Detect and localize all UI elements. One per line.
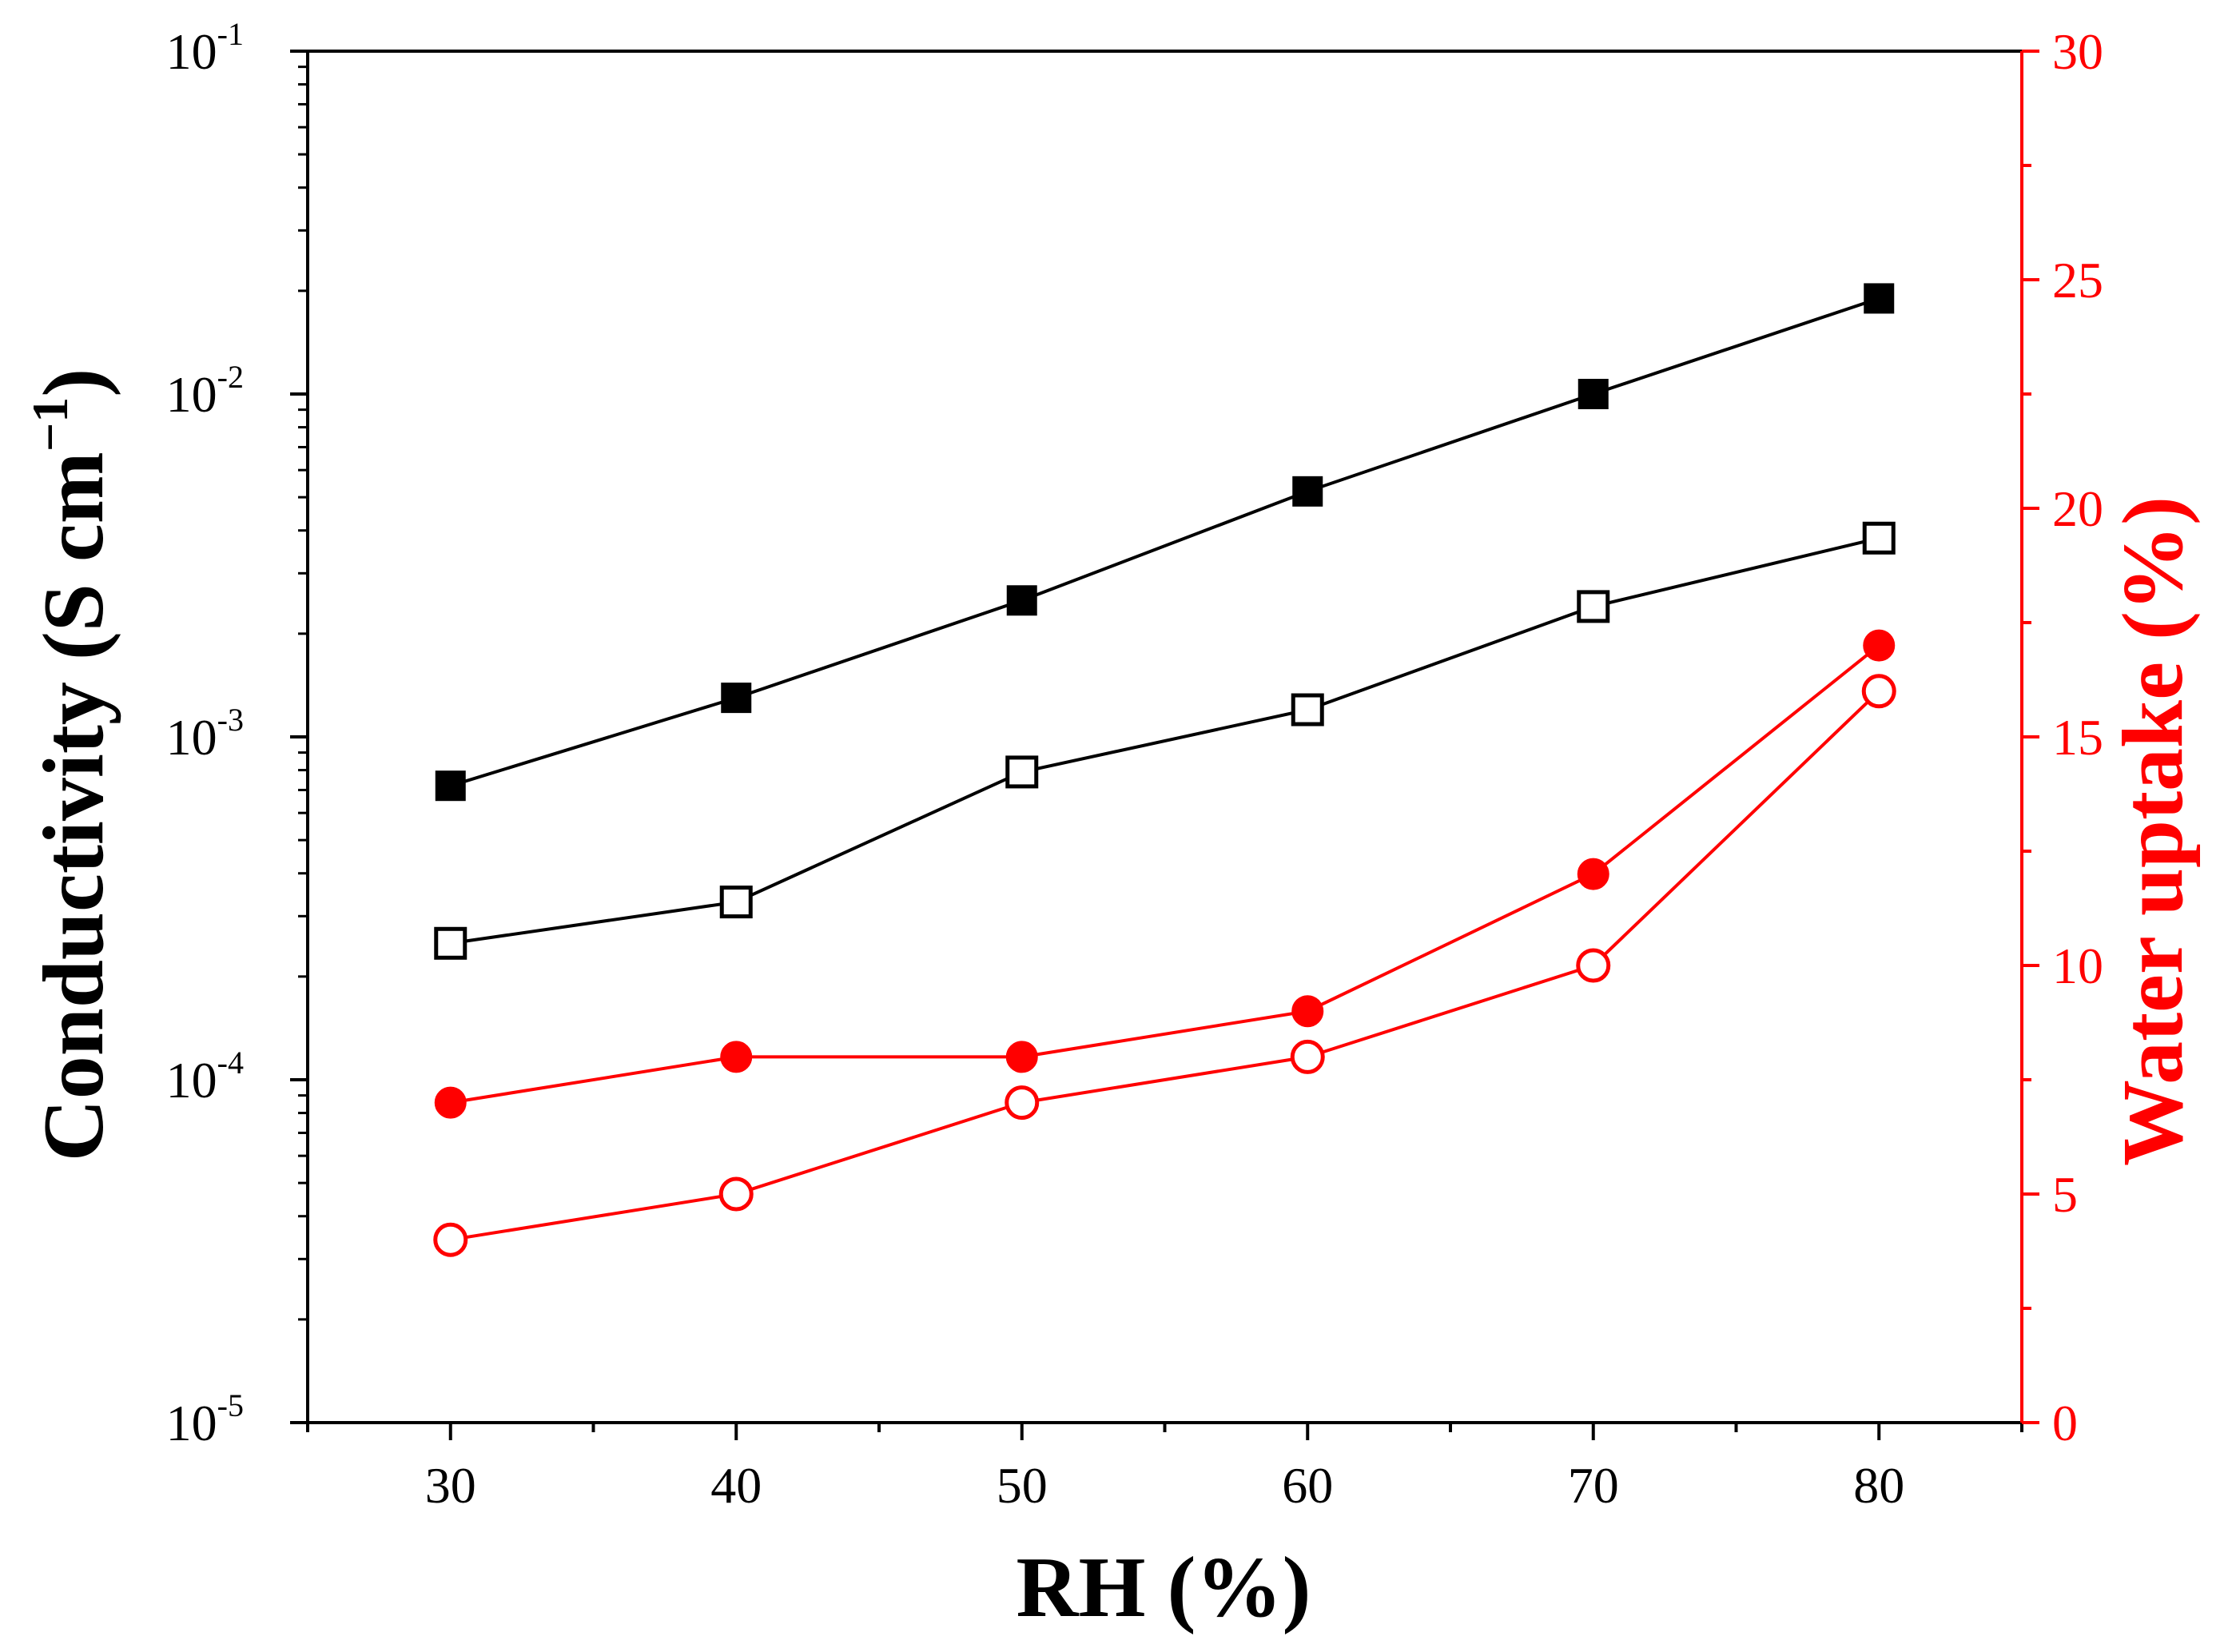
water-uptake-filled-point bbox=[1005, 1041, 1038, 1073]
y-left-tick-label-base: 10 bbox=[166, 709, 217, 766]
y-right-tick-label: 25 bbox=[2052, 252, 2103, 309]
water-uptake-open-point bbox=[1861, 674, 1896, 709]
conductivity-open-point bbox=[1577, 590, 1610, 623]
water-uptake-filled-point bbox=[434, 1086, 467, 1119]
conductivity-filled-point bbox=[435, 770, 466, 802]
water-uptake-filled-point bbox=[1577, 858, 1609, 890]
water-uptake-filled-point bbox=[720, 1041, 753, 1073]
y-left-tick-label-exponent: -3 bbox=[217, 702, 244, 738]
water-uptake-open-line bbox=[450, 690, 1880, 1242]
x-tick-label: 80 bbox=[1853, 1457, 1904, 1514]
y-left-tick-label-exponent: -5 bbox=[217, 1387, 244, 1423]
y-axis-label-right: Water uptake (%) bbox=[2106, 496, 2201, 1166]
conductivity-open-point bbox=[1005, 755, 1039, 789]
x-tick-label: 50 bbox=[997, 1457, 1048, 1514]
y-left-tick-label-base: 10 bbox=[166, 23, 217, 80]
y-right-tick-label: 20 bbox=[2052, 480, 2103, 537]
y-left-tick-label: 10-4 bbox=[166, 1045, 244, 1109]
water-uptake-filled-point bbox=[1291, 995, 1324, 1028]
conductivity-open-point bbox=[719, 886, 753, 919]
water-uptake-open-point bbox=[1576, 948, 1611, 983]
y-right-tick-label: 0 bbox=[2052, 1395, 2078, 1451]
y-right-tick-label: 10 bbox=[2052, 937, 2103, 994]
water-uptake-open-point bbox=[1290, 1039, 1325, 1074]
x-tick-label: 30 bbox=[425, 1457, 476, 1514]
y-left-tick-label: 10-2 bbox=[166, 359, 244, 423]
water-uptake-open-point bbox=[1005, 1085, 1040, 1121]
y-right-tick-label: 30 bbox=[2052, 23, 2103, 80]
y-right-tick-label: 15 bbox=[2052, 709, 2103, 766]
conductivity-filled-point bbox=[1864, 283, 1895, 314]
water-uptake-filled-line bbox=[450, 644, 1880, 1105]
conductivity-open-point bbox=[1291, 693, 1324, 726]
y-left-tick-label-exponent: -1 bbox=[217, 16, 244, 52]
x-axis-label: RH (%) bbox=[1017, 1540, 1311, 1635]
conductivity-filled-line bbox=[450, 297, 1880, 788]
conductivity-filled-point bbox=[1292, 476, 1323, 507]
conductivity-open-point bbox=[434, 926, 467, 960]
axes: 30 40 50 60 70 8010-510-410-310-210-105101520… bbox=[166, 16, 2103, 1514]
y-right-tick-label: 5 bbox=[2052, 1166, 2078, 1223]
water-uptake-filled-point bbox=[1863, 629, 1896, 662]
y-left-tick-label-exponent: -2 bbox=[217, 359, 244, 395]
conductivity-filled-point bbox=[1578, 379, 1609, 409]
y-left-tick-label-base: 10 bbox=[166, 1395, 217, 1451]
x-tick-label: 70 bbox=[1568, 1457, 1619, 1514]
series-layer bbox=[433, 283, 1896, 1257]
water-uptake-open-point bbox=[433, 1222, 468, 1257]
y-left-tick-label-base: 10 bbox=[166, 1052, 217, 1109]
water-uptake-open-point bbox=[718, 1176, 754, 1212]
axis-labels: RH (%) Conductivity (S cm−1) Water uptak… bbox=[22, 368, 2201, 1635]
x-tick-label: 60 bbox=[1282, 1457, 1333, 1514]
y-axis-label-left-text: Conductivity (S cm bbox=[26, 452, 121, 1161]
y-left-tick-label: 10-5 bbox=[166, 1387, 244, 1451]
y-left-tick-label: 10-3 bbox=[166, 702, 244, 766]
y-axis-label-left-superscript: −1 bbox=[22, 397, 78, 452]
conductivity-filled-point bbox=[721, 683, 752, 714]
y-axis-label-left: Conductivity (S cm−1) bbox=[22, 368, 121, 1161]
y-left-tick-label: 10-1 bbox=[166, 16, 244, 80]
x-tick-label: 40 bbox=[710, 1457, 762, 1514]
y-left-tick-label-exponent: -4 bbox=[217, 1045, 244, 1081]
conductivity-filled-point bbox=[1006, 585, 1037, 616]
conductivity-open-line bbox=[450, 536, 1880, 945]
y-axis-label-left-close: ) bbox=[26, 368, 121, 397]
conductivity-open-point bbox=[1862, 521, 1896, 555]
y-left-tick-label-base: 10 bbox=[166, 366, 217, 423]
